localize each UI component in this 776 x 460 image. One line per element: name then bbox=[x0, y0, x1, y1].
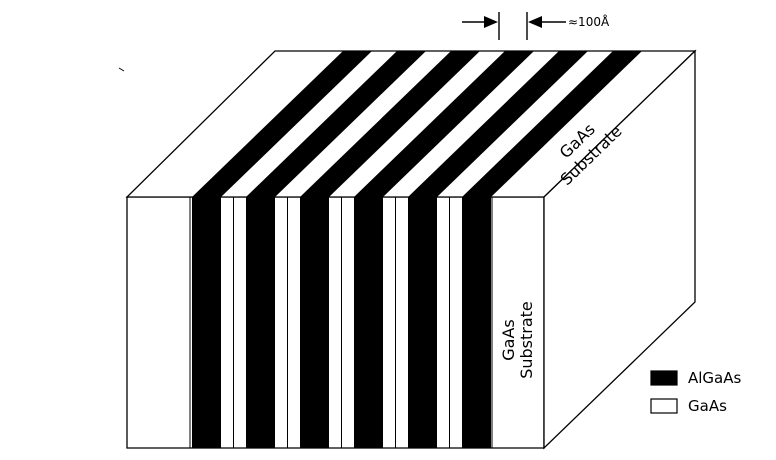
algaas-layer-top bbox=[192, 51, 372, 197]
spacing-label: ≈100Å bbox=[568, 14, 610, 29]
front-face-label: GaAs Substrate bbox=[499, 301, 536, 379]
algaas-layers bbox=[192, 51, 642, 448]
algaas-layer-front bbox=[246, 197, 275, 448]
algaas-layer-top bbox=[462, 51, 642, 197]
legend-swatch-gaas bbox=[650, 398, 678, 414]
right-face bbox=[543, 49, 696, 450]
stray-mark bbox=[118, 67, 125, 72]
algaas-layer-top bbox=[246, 51, 426, 197]
algaas-layer-top bbox=[354, 51, 534, 197]
legend-label-algaas: AlGaAs bbox=[688, 369, 742, 387]
algaas-layer-front bbox=[192, 197, 221, 448]
spacing-arrow-left-head bbox=[484, 16, 498, 28]
gaas-layer-edges bbox=[189, 197, 493, 448]
legend-label-gaas: GaAs bbox=[688, 397, 727, 415]
spacing-annotation: ≈100Å bbox=[462, 12, 610, 40]
algaas-layer-top bbox=[300, 51, 480, 197]
legend: AlGaAs GaAs bbox=[650, 369, 742, 415]
front-face-label-line1: GaAs bbox=[499, 319, 518, 360]
algaas-layer-front bbox=[408, 197, 437, 448]
algaas-layer-top bbox=[408, 51, 588, 197]
algaas-layer-front bbox=[354, 197, 383, 448]
algaas-layer-front bbox=[300, 197, 329, 448]
block-outline bbox=[125, 49, 697, 450]
spacing-arrow-right-head bbox=[528, 16, 542, 28]
algaas-layer-front bbox=[462, 197, 491, 448]
front-face-label-line2: Substrate bbox=[517, 301, 536, 379]
legend-swatch-algaas bbox=[650, 370, 678, 386]
